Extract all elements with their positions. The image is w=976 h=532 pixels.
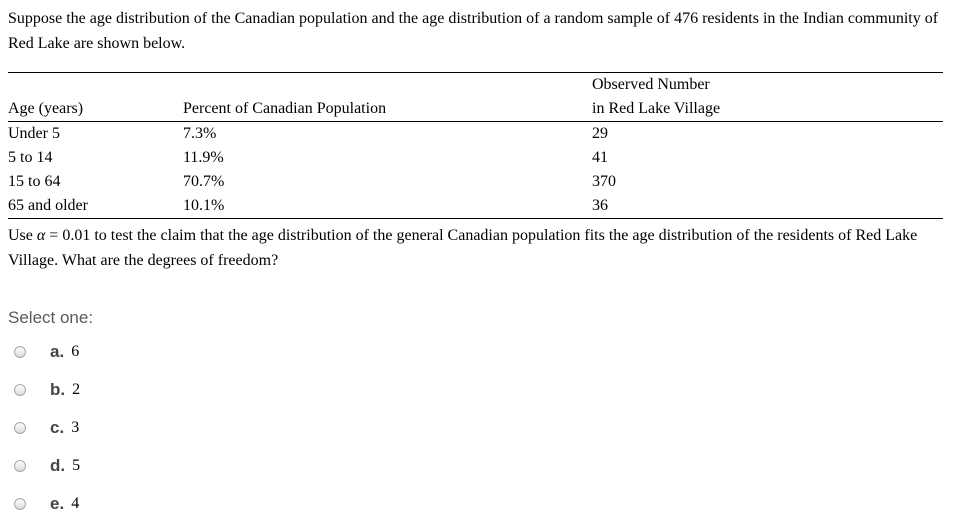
header-percent: Percent of Canadian Population [183,72,592,122]
radio-button-icon[interactable] [14,346,26,358]
option-letter: c. [50,418,65,437]
radio-button-icon[interactable] [14,422,26,434]
option-letter: e. [50,494,65,513]
header-age: Age (years) [8,72,183,122]
option-letter: d. [50,456,66,475]
option-letter: b. [50,380,66,399]
cell-age: 15 to 64 [8,173,61,190]
cell-observed: 29 [592,125,608,142]
option-value: 6 [71,343,80,360]
cell-percent: 10.1% [183,197,225,214]
table-row: Under 5 7.3% 29 [8,122,943,147]
cell-age: 65 and older [8,197,88,214]
option-value: 2 [72,381,81,398]
option-letter: a. [50,342,65,361]
table-header-row: Age (years) Percent of Canadian Populati… [8,72,943,122]
answer-option-b[interactable]: b. 2 [14,371,968,409]
cell-age: Under 5 [8,125,60,142]
cell-percent: 70.7% [183,173,225,190]
answer-option-c[interactable]: c. 3 [14,409,968,447]
option-value: 3 [71,419,80,436]
header-observed-line1: Observed Number [592,76,710,93]
cell-percent: 11.9% [183,149,224,166]
question-prompt-pre: Use [8,227,37,244]
answer-option-d[interactable]: d. 5 [14,447,968,485]
header-observed: Observed Number in Red Lake Village [592,72,943,122]
answer-options: a. 6 b. 2 c. 3 d. 5 e. 4 [8,333,968,523]
question-intro: Suppose the age distribution of the Cana… [8,10,939,52]
header-observed-line2: in Red Lake Village [592,100,721,117]
table-row: 65 and older 10.1% 36 [8,194,943,219]
option-value: 4 [71,495,80,512]
radio-button-icon[interactable] [14,460,26,472]
alpha-symbol: α [36,227,46,244]
age-distribution-table: Age (years) Percent of Canadian Populati… [8,72,943,219]
cell-age: 5 to 14 [8,149,53,166]
cell-observed: 370 [592,173,616,190]
table-row: 5 to 14 11.9% 41 [8,146,943,170]
question-prompt-post: = 0.01 to test the claim that the age di… [8,227,918,269]
option-value: 5 [72,457,81,474]
cell-observed: 36 [592,197,608,214]
radio-button-icon[interactable] [14,498,26,510]
table-row: 15 to 64 70.7% 370 [8,170,943,194]
cell-percent: 7.3% [183,125,217,142]
select-one-label: Select one: [8,308,94,327]
cell-observed: 41 [592,149,608,166]
radio-button-icon[interactable] [14,384,26,396]
answer-option-a[interactable]: a. 6 [14,333,968,371]
question-prompt: Use α = 0.01 to test the claim that the … [8,223,956,273]
answer-option-e[interactable]: e. 4 [14,485,968,523]
